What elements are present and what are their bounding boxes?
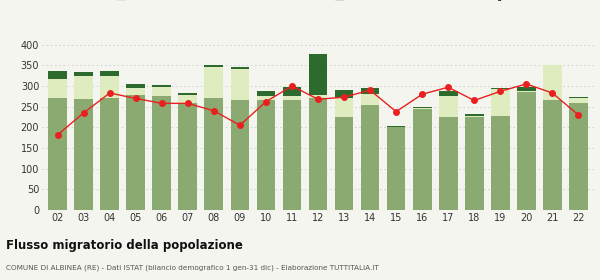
Bar (178, 95, 197, 103)
Bar (361, 94, 379, 105)
Bar (387, 127, 406, 210)
Bar (413, 107, 431, 108)
Bar (543, 65, 562, 101)
Bar (413, 108, 431, 109)
Bar (48, 97, 67, 210)
Bar (48, 71, 67, 79)
Bar (100, 98, 119, 210)
Bar (361, 88, 379, 94)
Bar (569, 102, 588, 210)
Bar (178, 93, 197, 95)
Bar (387, 126, 406, 127)
Legend: Iscritti (da altri comuni), Iscritti (dall'estero), Iscritti (altri), Cancellati: Iscritti (da altri comuni), Iscritti (da… (116, 0, 520, 1)
Bar (257, 90, 275, 95)
Bar (283, 95, 301, 101)
Bar (465, 114, 484, 116)
Bar (127, 84, 145, 88)
Bar (100, 76, 119, 98)
Bar (569, 97, 588, 102)
Bar (178, 103, 197, 210)
Bar (439, 96, 458, 117)
Bar (230, 67, 249, 69)
Bar (517, 91, 536, 92)
Bar (491, 116, 509, 210)
Bar (517, 92, 536, 210)
Bar (491, 89, 509, 116)
Bar (283, 101, 301, 210)
Bar (439, 91, 458, 96)
Bar (543, 64, 562, 65)
Bar (413, 109, 431, 210)
Bar (257, 95, 275, 101)
Bar (100, 71, 119, 76)
Bar (127, 88, 145, 95)
Bar (465, 116, 484, 117)
Bar (48, 79, 67, 97)
Bar (308, 98, 328, 210)
Bar (517, 87, 536, 91)
Bar (543, 101, 562, 210)
Bar (74, 71, 93, 76)
Text: Flusso migratorio della popolazione: Flusso migratorio della popolazione (6, 239, 243, 252)
Bar (230, 69, 249, 101)
Bar (205, 98, 223, 210)
Bar (205, 65, 223, 67)
Bar (335, 90, 353, 98)
Bar (308, 54, 328, 95)
Bar (491, 88, 509, 89)
Bar (439, 117, 458, 210)
Bar (257, 101, 275, 210)
Bar (361, 105, 379, 210)
Bar (283, 87, 301, 95)
Bar (74, 99, 93, 210)
Text: COMUNE DI ALBINEA (RE) - Dati ISTAT (bilancio demografico 1 gen-31 dic) - Elabor: COMUNE DI ALBINEA (RE) - Dati ISTAT (bil… (6, 265, 379, 271)
Bar (152, 87, 171, 96)
Bar (74, 76, 93, 99)
Bar (335, 98, 353, 117)
Bar (152, 96, 171, 210)
Bar (465, 117, 484, 210)
Bar (335, 117, 353, 210)
Bar (308, 95, 328, 98)
Bar (230, 101, 249, 210)
Bar (127, 95, 145, 210)
Bar (152, 85, 171, 87)
Bar (205, 67, 223, 98)
